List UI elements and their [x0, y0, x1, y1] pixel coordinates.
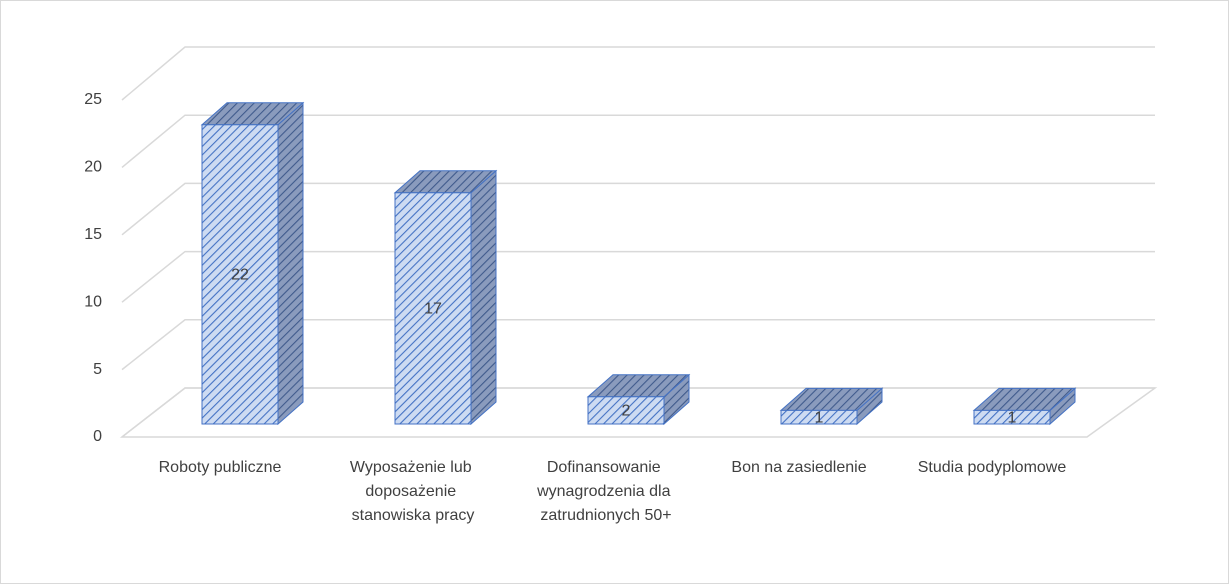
data-label: 2 — [622, 403, 631, 420]
x-tick-line: stanowiska pracy — [352, 507, 475, 524]
bar — [200, 101, 305, 426]
x-tick-label: Bon na zasiedlenie — [731, 459, 866, 476]
x-tick-line: doposażenie — [365, 483, 460, 500]
bar-front — [973, 409, 1051, 425]
x-tick-label: Wyposażenie lub doposażenie stanowiska p… — [350, 459, 476, 524]
x-tick-label: Studia podyplomowe — [918, 459, 1067, 476]
bar-front — [587, 396, 665, 425]
bar — [393, 169, 498, 426]
y-tick-label: 10 — [84, 293, 102, 310]
bar-side — [470, 169, 497, 426]
y-tick-label: 0 — [93, 428, 102, 445]
y-tick-label: 15 — [84, 226, 102, 243]
data-label: 1 — [1008, 409, 1017, 426]
x-tick-line: Studia podyplomowe — [918, 459, 1067, 476]
data-label: 1 — [815, 409, 824, 426]
x-tick-line: zatrudnionych 50+ — [540, 507, 671, 524]
grid-line — [121, 114, 1155, 168]
y-tick-label: 20 — [84, 159, 102, 176]
y-tick-label: 25 — [84, 91, 102, 108]
bar-side — [277, 101, 304, 426]
bar — [586, 373, 691, 426]
x-tick-label: Dofinansowanie wynagrodzenia dla zatrudn… — [536, 459, 675, 524]
data-label: 17 — [424, 301, 442, 318]
bar — [972, 387, 1077, 426]
x-tick-line: Roboty publiczne — [159, 459, 282, 476]
y-tick-label: 5 — [93, 361, 102, 378]
x-tick-label: Roboty publiczne — [159, 459, 282, 476]
x-tick-line: Dofinansowanie — [547, 459, 665, 476]
grid-line — [121, 46, 1155, 101]
grid-line — [121, 182, 1155, 236]
x-tick-line: Wyposażenie lub — [350, 459, 476, 476]
bar — [779, 387, 884, 426]
bar-front — [394, 192, 472, 425]
x-tick-line: Bon na zasiedlenie — [731, 459, 866, 476]
x-tick-line: wynagrodzenia dla — [536, 483, 675, 500]
data-label: 22 — [231, 267, 249, 284]
grid-line — [121, 319, 1155, 371]
bar-front — [780, 409, 858, 425]
grid-line — [121, 250, 1155, 303]
bar-front — [201, 124, 279, 425]
